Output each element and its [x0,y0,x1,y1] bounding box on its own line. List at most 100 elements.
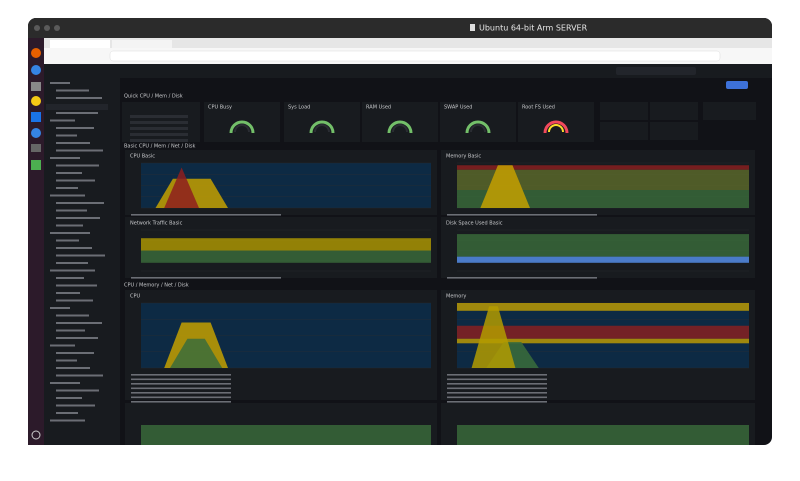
area [141,250,431,263]
bar [130,139,188,142]
window-button[interactable] [54,25,60,31]
sidebar-item[interactable] [56,397,82,399]
add-button[interactable] [726,81,748,89]
sidebar-item[interactable] [50,119,75,122]
dock-icon[interactable] [31,128,41,138]
sidebar-item[interactable] [56,172,82,174]
sidebar-item[interactable] [56,254,105,257]
legend-item [131,392,231,394]
sidebar-item[interactable] [56,224,83,227]
dock-icon[interactable] [31,96,41,106]
legend-item [447,374,547,376]
sidebar-item[interactable] [56,352,94,354]
section-title: Quick CPU / Mem / Disk [124,94,183,100]
sidebar-item[interactable] [56,367,90,369]
sidebar-item[interactable] [50,194,85,197]
sidebar-item[interactable] [56,134,77,137]
area [164,167,199,208]
sidebar-item[interactable] [56,359,77,362]
sidebar-item[interactable] [56,149,103,152]
sidebar-item[interactable] [56,97,102,99]
sidebar-item[interactable] [50,419,85,422]
sidebar-item[interactable] [56,202,104,204]
dock-icon[interactable] [31,48,41,58]
dock-icon[interactable] [31,144,41,152]
gauge-arc [387,120,413,134]
bar [130,115,188,118]
sidebar-item[interactable] [50,157,80,159]
window-title: Ubuntu 64-bit Arm SERVER [479,24,588,33]
window-button[interactable] [34,25,40,31]
sidebar-item[interactable] [56,239,79,242]
sidebar-item[interactable] [56,292,80,294]
sidebar-item[interactable] [56,142,90,144]
gauge-title: Sys Load [288,105,310,111]
sidebar-item[interactable] [50,82,70,84]
stat-panel [600,122,648,140]
gauge-arc [234,124,250,133]
panel-title: CPU Basic [130,154,155,160]
sidebar-item[interactable] [56,217,100,219]
toolbar [120,78,772,92]
sidebar-item[interactable] [56,209,87,212]
tab[interactable] [112,40,172,48]
panel-title: Network Traffic Basic [130,221,183,227]
sidebar-item[interactable] [56,329,85,332]
dock-icon[interactable] [31,82,41,91]
sidebar-item[interactable] [50,307,70,309]
sidebar-item[interactable] [56,127,94,129]
sidebar-item[interactable] [56,277,84,279]
dock-icon[interactable] [31,112,41,122]
sidebar-item[interactable] [56,322,102,324]
sidebar-item[interactable] [56,337,98,339]
sidebar-item[interactable] [56,247,92,249]
url-bar[interactable] [109,50,721,62]
gauge-title: CPU Busy [208,105,232,111]
legend-item [131,401,231,403]
legend-item [447,383,547,385]
sidebar-item[interactable] [56,314,89,317]
gauge-title: Root FS Used [522,105,555,111]
panel-title: Memory Basic [446,154,481,160]
sidebar-item[interactable] [56,389,99,392]
legend-item [131,277,281,279]
gauge-arc [309,120,335,134]
sidebar-item[interactable] [56,89,89,92]
sidebar-item[interactable] [56,112,98,114]
search[interactable] [616,67,696,75]
sidebar-item[interactable] [50,382,80,384]
sidebar-item[interactable] [56,374,103,377]
gauge-arc [470,124,486,133]
sidebar-item[interactable] [56,412,78,414]
tab[interactable] [50,40,110,48]
sidebar-item[interactable] [56,164,99,167]
sidebar-item[interactable] [50,269,95,272]
legend-item [447,378,547,381]
legend-item [447,401,547,403]
panel-title: CPU [130,294,141,300]
area [457,425,749,445]
area [457,338,749,344]
legend-item [447,392,547,394]
sidebar-item[interactable] [56,404,95,407]
apps-button[interactable] [31,430,41,440]
sidebar-item[interactable] [56,262,88,264]
gauge-arc [229,120,255,134]
sidebar-items [46,82,108,422]
legend-item [131,374,231,376]
stat-panel [703,102,756,120]
sidebar-item[interactable] [56,299,93,302]
sidebar-item[interactable] [56,187,78,189]
sidebar-item[interactable] [50,344,75,347]
sidebar-item[interactable] [56,179,95,182]
legend-item [131,387,231,390]
panel-title: Memory [446,294,466,300]
dock-icon[interactable] [31,160,41,170]
window-button[interactable] [44,25,50,31]
sidebar-item[interactable] [56,284,97,287]
stat-panel [650,102,698,120]
legend-item [447,396,547,399]
stat-panel [650,122,698,140]
dock-icon[interactable] [31,65,41,75]
sidebar-item[interactable] [50,232,90,234]
